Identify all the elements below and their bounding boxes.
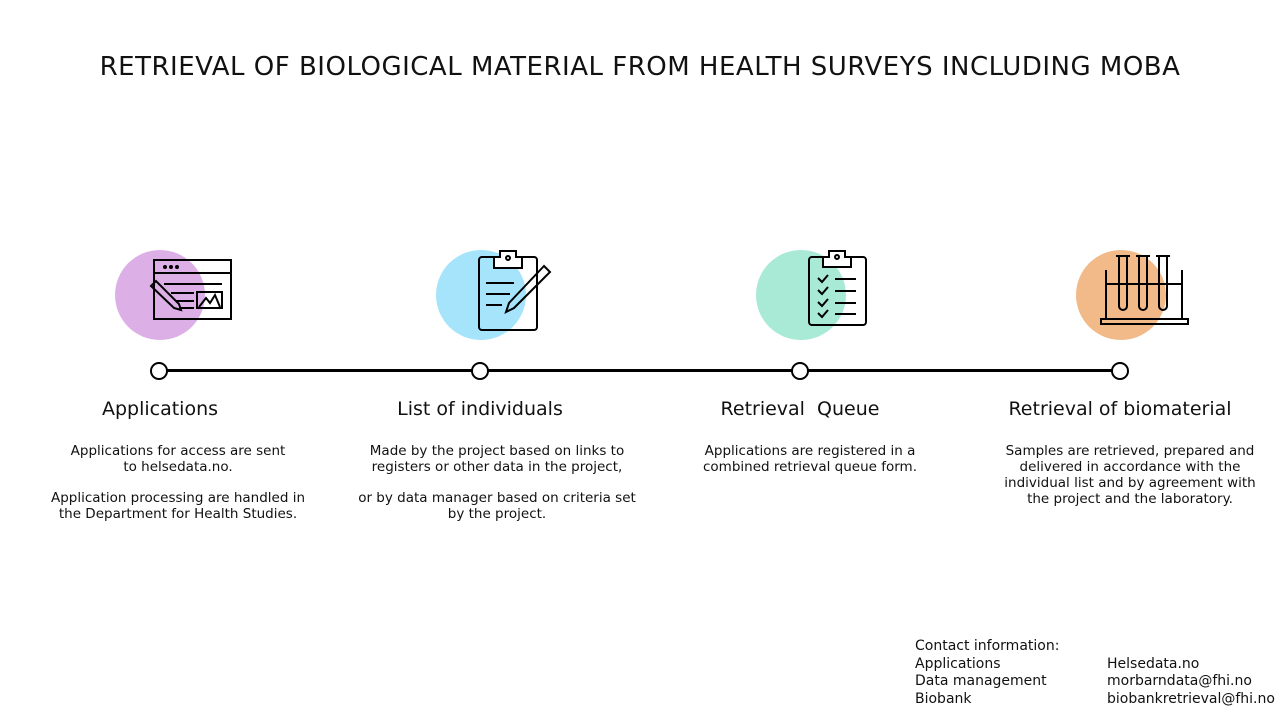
contact-label: Data management bbox=[915, 673, 1047, 689]
step-description: Samples are retrieved, prepared and deli… bbox=[999, 443, 1261, 522]
step-description: Made by the project based on links to re… bbox=[357, 443, 637, 537]
step-title: Applications bbox=[101, 398, 219, 420]
contact-value: morbarndata@fhi.no bbox=[1107, 673, 1252, 689]
contact-info: Contact information: Applications Helseda… bbox=[915, 638, 1275, 708]
clipboard-pencil-icon bbox=[478, 250, 552, 331]
slide-title: RETRIEVAL OF BIOLOGICAL MATERIAL FROM HE… bbox=[99, 52, 1181, 82]
web-form-icon bbox=[149, 259, 232, 320]
paragraph: Application processing are handled in th… bbox=[50, 490, 306, 522]
step-title: Retrieval Queue bbox=[720, 398, 880, 420]
contact-heading: Contact information: bbox=[915, 638, 1060, 654]
timeline-node-2 bbox=[471, 362, 489, 380]
contact-label: Applications bbox=[915, 655, 1001, 672]
step-description: Applications for access are sent to hels… bbox=[43, 443, 313, 537]
contact-label: Biobank bbox=[915, 690, 972, 707]
step-title: List of individuals bbox=[397, 398, 563, 420]
paragraph: or by data manager based on criteria set… bbox=[358, 490, 636, 522]
timeline-node-1 bbox=[150, 362, 168, 380]
checklist-icon bbox=[808, 250, 867, 326]
timeline-line bbox=[159, 369, 1120, 372]
contact-value: biobankretrieval@fhi.no bbox=[1107, 690, 1275, 707]
step-description: Applications are registered in a combine… bbox=[695, 443, 925, 490]
paragraph: Samples are retrieved, prepared and deli… bbox=[1004, 443, 1256, 507]
paragraph: Made by the project based on links to re… bbox=[369, 443, 625, 475]
step-title: Retrieval of biomaterial bbox=[1008, 398, 1232, 420]
test-tubes-icon bbox=[1100, 255, 1189, 325]
timeline-node-4 bbox=[1111, 362, 1129, 380]
timeline-node-3 bbox=[791, 362, 809, 380]
paragraph: Applications for access are sent to hels… bbox=[70, 443, 286, 475]
contact-value: Helsedata.no bbox=[1107, 655, 1200, 672]
paragraph: Applications are registered in a combine… bbox=[703, 443, 917, 475]
